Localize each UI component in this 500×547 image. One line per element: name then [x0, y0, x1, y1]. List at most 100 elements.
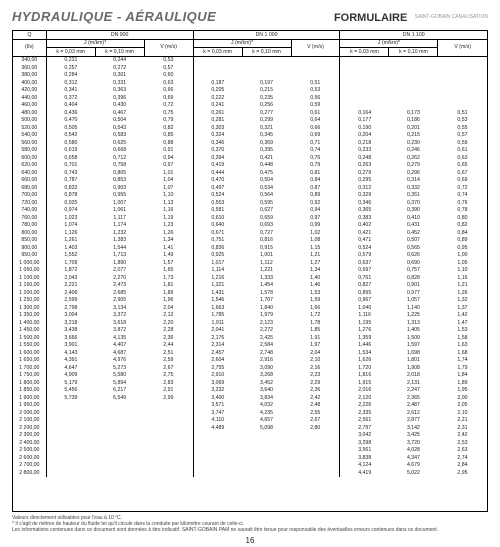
cell: 1,34 — [144, 237, 193, 245]
cell: 3,834 — [242, 394, 291, 402]
cell: 1,544 — [95, 244, 144, 252]
cell: 0,324 — [193, 132, 242, 140]
cell: 0,761 — [340, 274, 389, 282]
cell: 0,610 — [193, 214, 242, 222]
cell: 0,370 — [389, 199, 438, 207]
cell: 1,40 — [291, 274, 340, 282]
cell: 1,37 — [438, 304, 487, 312]
cell: 0,74 — [291, 147, 340, 155]
cell: 4,909 — [46, 372, 95, 380]
cell: 3,561 — [340, 447, 389, 455]
cell: 3,134 — [95, 304, 144, 312]
cell: 0,222 — [193, 94, 242, 102]
cell: 1,89 — [438, 379, 487, 387]
cell: 2,123 — [242, 319, 291, 327]
cell: 1 000,00 — [13, 259, 46, 267]
cell: 2,36 — [291, 387, 340, 395]
cell: 0,53 — [438, 117, 487, 125]
cell: 1,63 — [438, 342, 487, 350]
cell — [389, 79, 438, 87]
cell: 0,94 — [291, 207, 340, 215]
cell: 2 400,00 — [13, 439, 46, 447]
cell: 0,60 — [144, 72, 193, 80]
cell: 850,00 — [13, 237, 46, 245]
cell — [95, 469, 144, 477]
cell — [193, 72, 242, 80]
cell — [242, 462, 291, 470]
cell: 1,017 — [193, 259, 242, 267]
cell: 0,303 — [193, 124, 242, 132]
cell: 1 200,00 — [13, 289, 46, 297]
table-row: 1 950,003,5714,0322,482,2262,4872,05 — [13, 402, 487, 410]
cell: 460,00 — [13, 102, 46, 110]
cell: 0,79 — [291, 162, 340, 170]
cell: 1,405 — [389, 327, 438, 335]
table-head: Q DN 900 DN 1 000 DN 1 100 (l/s) J (m/km… — [13, 31, 487, 56]
table-row: 540,000,5420,5830,850,3240,3450,690,2040… — [13, 132, 487, 140]
cell: 0,296 — [389, 169, 438, 177]
cell: 1,16 — [144, 207, 193, 215]
cell: 1,05 — [438, 259, 487, 267]
cell: 1,46 — [291, 282, 340, 290]
cell: 2,798 — [46, 304, 95, 312]
cell: 0,261 — [193, 109, 242, 117]
cell: 0,671 — [193, 229, 242, 237]
cell: 1,007 — [95, 199, 144, 207]
cell: 0,836 — [193, 244, 242, 252]
table-row: 1 800,005,1795,8942,833,0693,4522,291,91… — [13, 379, 487, 387]
cell: 3,142 — [389, 424, 438, 432]
cell: 1,04 — [144, 177, 193, 185]
cell: 4,143 — [46, 349, 95, 357]
dn-header-2: DN 1 100 — [340, 31, 487, 39]
cell: 1,68 — [438, 349, 487, 357]
cell: 4,235 — [242, 409, 291, 417]
cell: 2,55 — [291, 409, 340, 417]
cell — [144, 432, 193, 440]
cell: 1,79 — [438, 364, 487, 372]
table-row: 2 800,004,4195,0222,95 — [13, 469, 487, 477]
cell — [193, 447, 242, 455]
cell: 2,99 — [144, 394, 193, 402]
table-row: 420,000,3410,3630,660,2050,2150,53 — [13, 87, 487, 95]
cell: 1,801 — [389, 357, 438, 365]
cell: 2,599 — [46, 297, 95, 305]
footnote-3: Les informations contenues dans ce docum… — [12, 527, 488, 533]
cell: 0,394 — [193, 154, 242, 162]
cell: 1,216 — [193, 274, 242, 282]
cell: 2 700,00 — [13, 462, 46, 470]
cell: 2,36 — [144, 334, 193, 342]
cell — [193, 439, 242, 447]
cell: 3,747 — [193, 409, 242, 417]
cell: 4,976 — [95, 357, 144, 365]
cell: 0,204 — [340, 132, 389, 140]
cell: 1,42 — [438, 312, 487, 320]
table-row: 640,000,7430,8051,010,4440,4750,810,2790… — [13, 169, 487, 177]
cell: 2,53 — [438, 439, 487, 447]
cell: 1,10 — [144, 192, 193, 200]
cell: 0,263 — [340, 162, 389, 170]
cell: 0,201 — [389, 124, 438, 132]
cell: 0,69 — [291, 132, 340, 140]
cell: 2 100,00 — [13, 417, 46, 425]
cell: 2,604 — [193, 357, 242, 365]
cell — [242, 432, 291, 440]
cell: 0,246 — [389, 147, 438, 155]
cell: 2,67 — [144, 364, 193, 372]
cell: 2,29 — [291, 379, 340, 387]
cell: 2,335 — [340, 409, 389, 417]
table-row: 440,000,3720,3960,690,2220,2350,56 — [13, 94, 487, 102]
cell: 1,040 — [340, 304, 389, 312]
data-table-wrap: Q DN 900 DN 1 000 DN 1 100 (l/s) J (m/km… — [12, 30, 488, 512]
cell: 0,301 — [95, 72, 144, 80]
cell: 720,00 — [13, 199, 46, 207]
cell: 1,21 — [438, 282, 487, 290]
cell: 1,195 — [340, 319, 389, 327]
cell: 1,546 — [193, 297, 242, 305]
cell: 0,173 — [389, 109, 438, 117]
cell: 4,032 — [242, 402, 291, 410]
cell: 0,955 — [95, 192, 144, 200]
cell: 2,877 — [389, 417, 438, 425]
cell: 1,74 — [438, 357, 487, 365]
cell: 2,10 — [291, 357, 340, 365]
cell: 0,832 — [46, 184, 95, 192]
